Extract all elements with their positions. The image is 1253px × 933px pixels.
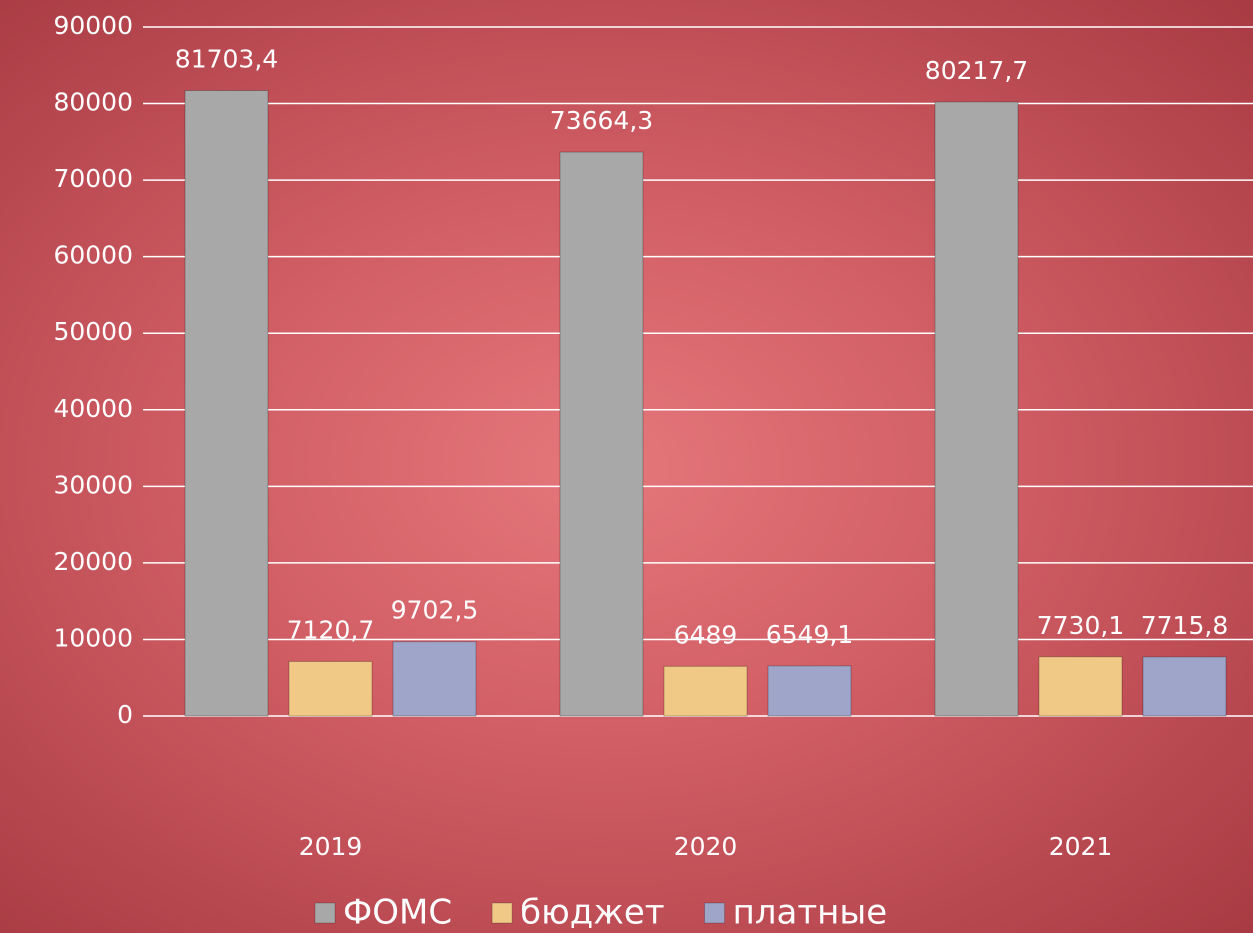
y-tick-label: 70000 (53, 164, 133, 193)
bar (1142, 656, 1227, 717)
y-tick-label: 80000 (53, 88, 133, 117)
bar (559, 151, 644, 717)
y-tick-label: 10000 (53, 623, 133, 652)
y-tick-label: 40000 (53, 394, 133, 423)
value-label: 7715,8 (1141, 611, 1228, 640)
bar (392, 641, 477, 717)
bar (288, 660, 373, 717)
value-label: 7730,1 (1037, 611, 1124, 640)
y-tick-label: 20000 (53, 547, 133, 576)
legend-label: платные (733, 893, 888, 933)
value-label: 9702,5 (391, 596, 478, 625)
y-tick-label: 50000 (53, 317, 133, 346)
x-tick-label: 2020 (674, 832, 738, 861)
value-label: 6549,1 (766, 620, 853, 649)
value-label: 6489 (674, 620, 738, 649)
bar (1038, 656, 1123, 717)
y-tick-label: 90000 (53, 11, 133, 40)
y-tick-label: 60000 (53, 241, 133, 270)
y-tick-label: 0 (117, 700, 133, 729)
bar (934, 101, 1019, 717)
value-label: 7120,7 (287, 615, 374, 644)
bar (663, 665, 748, 717)
bar (184, 90, 269, 717)
value-label: 80217,7 (925, 56, 1028, 85)
legend-label: бюджет (520, 893, 664, 933)
bar (767, 665, 852, 717)
y-tick-label: 30000 (53, 470, 133, 499)
legend-label: ФОМС (343, 893, 452, 933)
x-tick-label: 2019 (299, 832, 363, 861)
legend-swatch (314, 902, 336, 924)
legend-swatch (491, 902, 513, 924)
legend-swatch (704, 902, 726, 924)
value-label: 81703,4 (175, 45, 278, 74)
value-label: 73664,3 (550, 106, 653, 135)
x-tick-label: 2021 (1049, 832, 1113, 861)
